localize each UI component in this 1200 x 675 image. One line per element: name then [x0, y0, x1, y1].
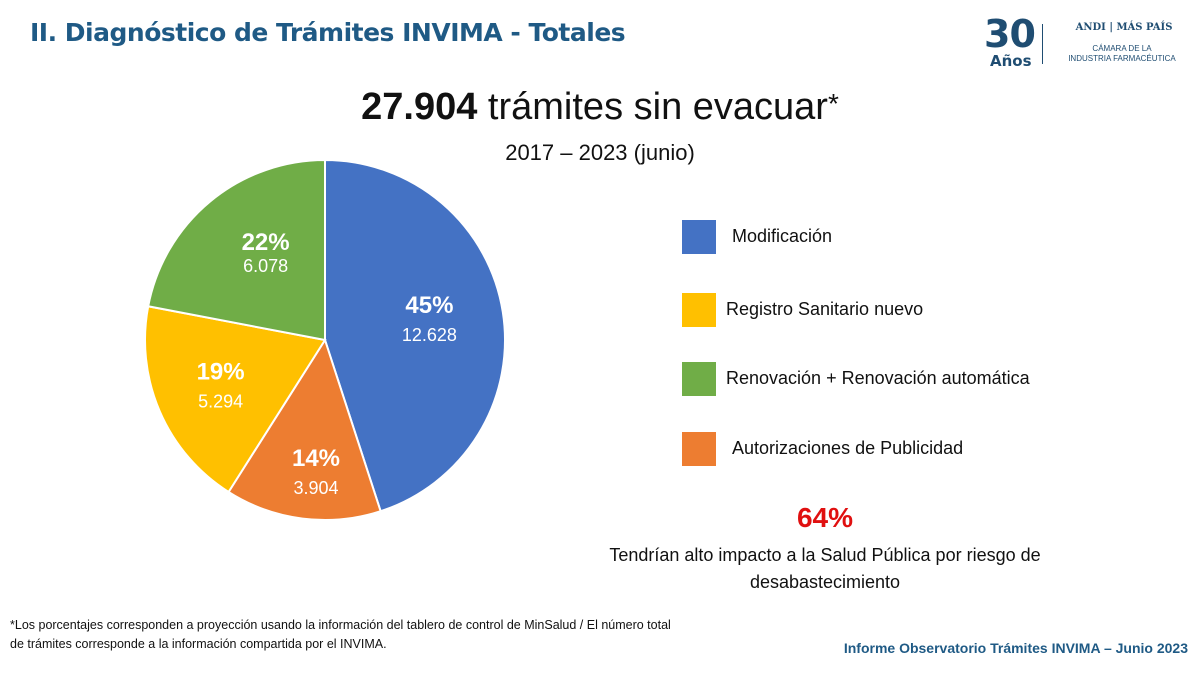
logo-subtitle: CÁMARA DE LA INDUSTRIA FARMACÉUTICA: [1054, 44, 1190, 64]
legend-label: Registro Sanitario nuevo: [726, 299, 924, 319]
impact-text: Tendrían alto impacto a la Salud Pública…: [609, 545, 1041, 592]
period-subtitle: 2017 – 2023 (junio): [505, 140, 695, 165]
pie-slice-modificaci-n: [324, 158, 506, 513]
legend-label: Modificación: [732, 226, 833, 246]
pie-slice-autorizaciones-de-publicidad: [227, 337, 382, 521]
footnote: *Los porcentajes corresponden a proyecci…: [10, 616, 770, 654]
legend-swatch: [682, 293, 716, 327]
logo-subtitle-line1: CÁMARA DE LA: [1092, 44, 1152, 53]
pie-percent-label: 22%: [242, 229, 290, 256]
pie-percent-label: 14%: [292, 445, 340, 472]
anniversary-number: 30: [984, 12, 1036, 56]
pie-percent-label: 45%: [405, 292, 453, 319]
pie-value-label: 6.078: [243, 256, 288, 276]
pie-slice-renovaci-n-renovaci-n-autom-tica: [147, 158, 326, 342]
legend-swatch: [682, 220, 716, 254]
headline-asterisk: *: [827, 88, 839, 119]
andi-logo: 30 Años ANDI | MÁS PAÍS CÁMARA DE LA IND…: [978, 12, 1190, 74]
legend-label: Autorizaciones de Publicidad: [732, 438, 964, 458]
pie-slice-registro-sanitario-nuevo: [144, 305, 327, 494]
pie-value-label: 12.628: [402, 325, 457, 345]
slide-title: II. Diagnóstico de Trámites INVIMA - Tot…: [30, 18, 626, 47]
impact-percent: 64%: [796, 502, 854, 533]
brand-divider: |: [1109, 22, 1117, 33]
headline: 27.904 trámites sin evacuar*: [345, 86, 855, 129]
legend-swatch: [682, 432, 716, 466]
headline-number: 27.904: [361, 86, 478, 128]
pie-chart: 45% 12.628 14% 3.904 19% 5.294 22%6.078: [144, 158, 506, 521]
headline-text: trámites sin evacuar: [477, 86, 828, 128]
pie-value-label: 5.294: [198, 392, 243, 412]
pie-percent-label: 19%: [197, 359, 245, 386]
logo-divider: [1042, 24, 1043, 64]
brand-andi: ANDI: [1075, 22, 1106, 33]
source-note: Informe Observatorio Trámites INVIMA – J…: [843, 640, 1188, 656]
brand-mas-pais: MÁS PAÍS: [1116, 22, 1173, 33]
logo-subtitle-line2: INDUSTRIA FARMACÉUTICA: [1068, 54, 1176, 63]
anniversary-word: Años: [990, 52, 1032, 70]
logo-brands: ANDI | MÁS PAÍS: [1064, 22, 1184, 33]
footnote-line1: *Los porcentajes corresponden a proyecci…: [10, 618, 671, 632]
pie-value-label: 3.904: [293, 478, 338, 498]
legend-swatch: [682, 362, 716, 396]
footnote-line2: de trámites corresponde a la información…: [10, 637, 387, 651]
legend-label: Renovación + Renovación automática: [726, 368, 1030, 388]
